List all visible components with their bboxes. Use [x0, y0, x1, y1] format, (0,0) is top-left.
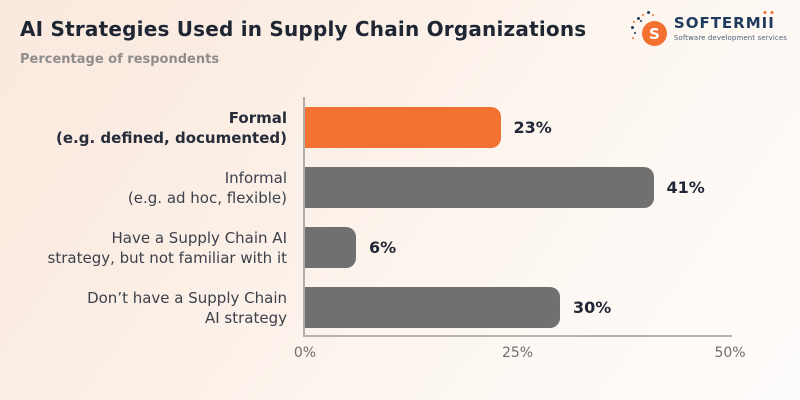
category-label-line: (e.g. defined, documented) — [56, 128, 287, 147]
value-label: 6% — [369, 238, 397, 257]
category-label: Don’t have a Supply Chain AI strategy — [0, 287, 287, 328]
x-tick-label: 0% — [293, 345, 317, 361]
logo-dot — [641, 14, 644, 16]
plot-area: 23% 41% 6% 30% 0% 25% 50% — [294, 97, 800, 370]
softermii-logo: S SOFTERM I I Software development servi… — [630, 11, 787, 46]
category-label: Have a Supply Chain AI strategy, but not … — [0, 227, 287, 268]
logo-mark: S — [630, 11, 667, 46]
logo-dot — [636, 17, 640, 20]
logo-dot — [633, 32, 636, 34]
category-labels: Formal (e.g. defined, documented) Informal… — [0, 100, 295, 350]
bar — [305, 227, 356, 268]
bar — [305, 287, 560, 328]
category-label-line: AI strategy — [204, 308, 287, 327]
category-label-line: Formal — [228, 108, 287, 127]
logo-text: SOFTERM I I Software development service… — [673, 13, 787, 42]
logo-dot — [630, 26, 634, 29]
logo-dot — [639, 20, 642, 22]
header: AI Strategies Used in Supply Chain Organ… — [20, 17, 586, 67]
category-label-line: Informal — [224, 168, 287, 187]
category-label-line: (e.g. ad hoc, flexible) — [127, 188, 287, 207]
y-axis-line — [303, 97, 305, 337]
value-label: 41% — [666, 178, 705, 197]
x-tick-label: 50% — [714, 345, 746, 361]
logo-wordmark-i: I — [768, 13, 775, 32]
category-label-line: Don’t have a Supply Chain — [87, 288, 287, 307]
logo-dot — [631, 37, 634, 39]
bar — [305, 107, 501, 148]
category-label-line: strategy, but not familiar with it — [47, 248, 287, 267]
logo-wordmark-main: SOFTERM — [673, 13, 762, 32]
logo-monogram-circle: S — [641, 21, 667, 46]
value-label: 30% — [573, 298, 612, 317]
value-label: 23% — [513, 118, 552, 137]
logo-tagline: Software development services — [673, 33, 787, 42]
logo-dot — [651, 14, 654, 16]
logo-wordmark: SOFTERM I I — [673, 13, 787, 32]
category-label: Formal (e.g. defined, documented) — [0, 107, 287, 148]
logo-monogram-letter: S — [648, 24, 660, 43]
x-axis-line — [303, 335, 732, 337]
category-label: Informal (e.g. ad hoc, flexible) — [0, 167, 287, 208]
logo-dot — [632, 21, 635, 23]
page-title: AI Strategies Used in Supply Chain Organ… — [20, 17, 587, 41]
logo-wordmark-i: I — [761, 13, 769, 32]
bar — [305, 167, 654, 208]
x-tick-label: 25% — [501, 345, 534, 361]
category-label-line: Have a Supply Chain AI — [111, 228, 288, 247]
logo-dot — [646, 11, 650, 14]
bar-chart: Formal (e.g. defined, documented) Informal… — [0, 97, 800, 370]
chart-subtitle: Percentage of respondents — [20, 52, 220, 67]
